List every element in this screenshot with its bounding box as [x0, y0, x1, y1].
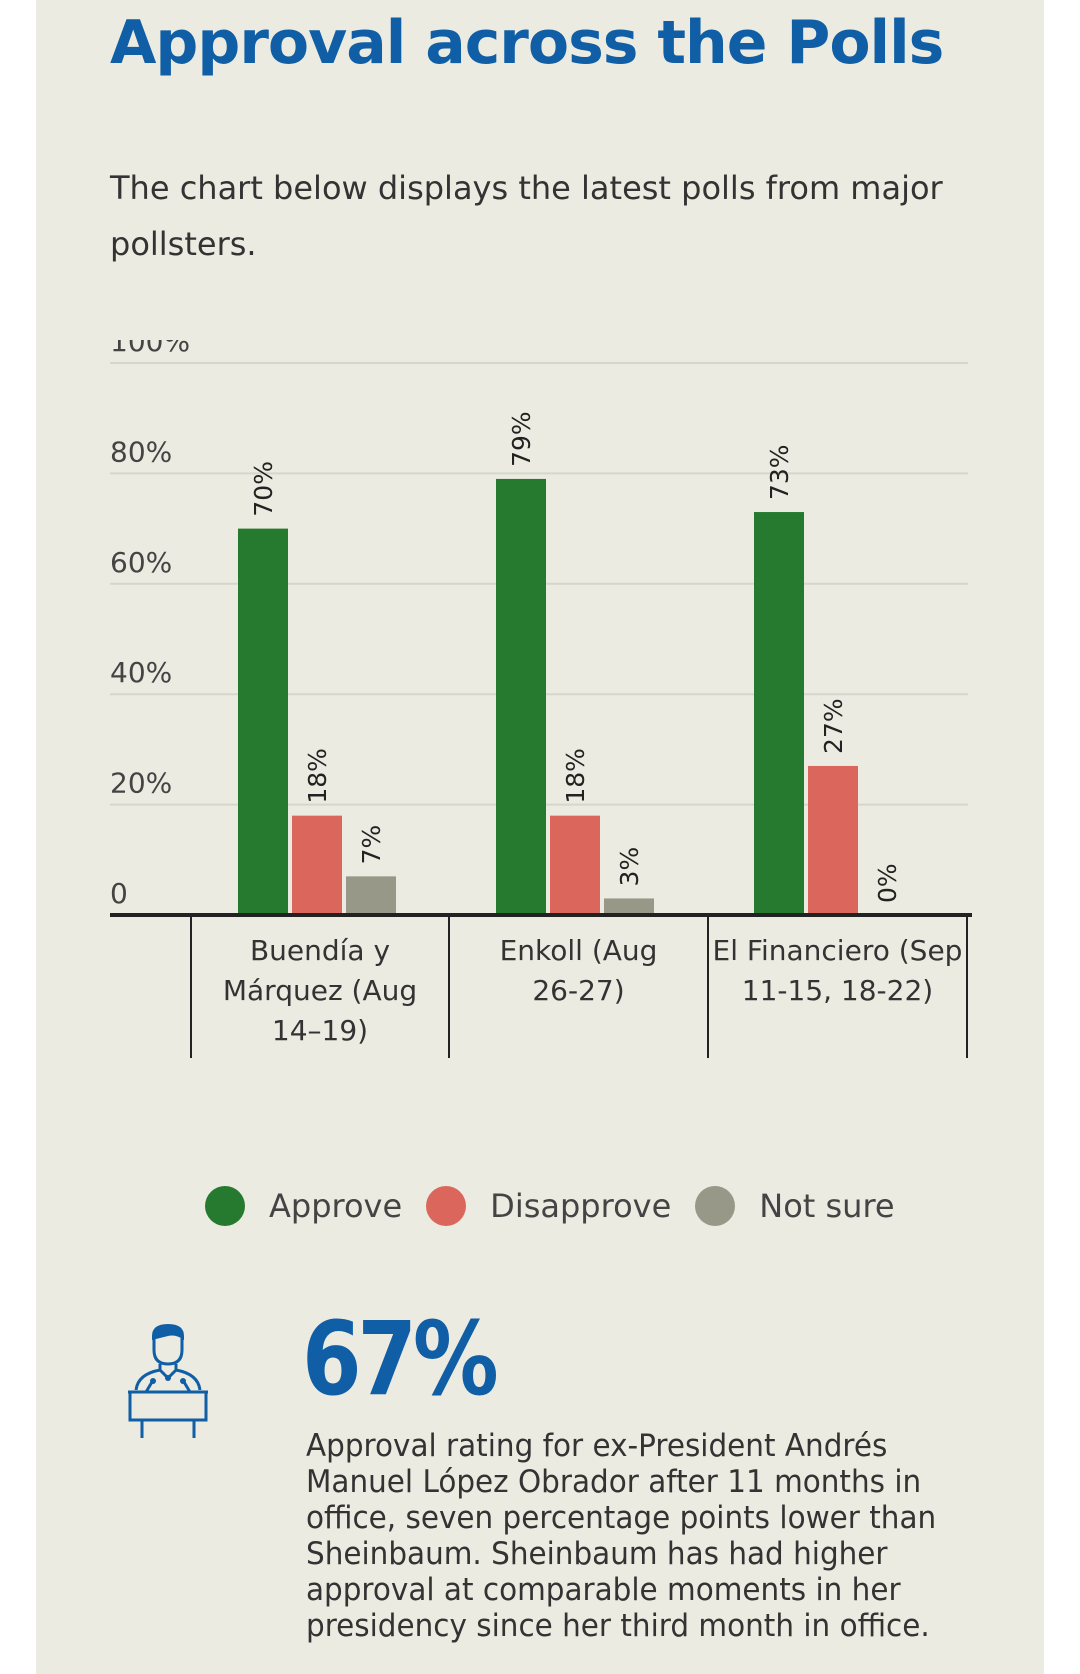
bar-value-label: 70% — [249, 461, 278, 517]
bar — [496, 478, 546, 915]
x-tick-label-line: 11-15, 18-22) — [742, 974, 933, 1007]
bar — [346, 876, 396, 915]
bar-value-label: 18% — [303, 748, 332, 804]
bar — [550, 815, 600, 915]
stat-line: approval at comparable moments in her — [306, 1572, 901, 1608]
stat-line: office, seven percentage points lower th… — [306, 1500, 937, 1536]
legend-swatch-disapprove — [426, 1186, 467, 1226]
y-tick-label: 40% — [110, 656, 172, 689]
x-tick-label-line: Buendía y — [250, 934, 390, 967]
stat-line: presidency since her third month in offi… — [306, 1608, 930, 1644]
speaker-at-podium-icon — [128, 1324, 208, 1438]
bar — [604, 898, 654, 915]
stat-description: Approval rating for ex-President Andrés … — [306, 1428, 990, 1644]
bar-value-label: 73% — [765, 444, 794, 500]
page-title: Approval across the Polls — [110, 8, 944, 78]
x-tick-label: El Financiero (Sep 11-15, 18-22) — [713, 934, 963, 1007]
bar-value-label: 27% — [819, 698, 848, 754]
x-tick-label-line: 14–19) — [272, 1014, 368, 1047]
stat-line: Approval rating for ex-President Andrés — [306, 1428, 888, 1464]
x-tick-label-line: Márquez (Aug — [223, 974, 417, 1007]
x-tick-label-line: Enkoll (Aug — [500, 934, 658, 967]
x-tick-label-line: El Financiero (Sep — [713, 934, 963, 967]
legend-label-disapprove: Disapprove — [490, 1187, 672, 1225]
legend-item-disapprove: Disapprove — [426, 1186, 671, 1226]
bar-value-label: 7% — [357, 825, 386, 865]
bar — [292, 815, 342, 915]
legend-label-not-sure: Not sure — [759, 1187, 895, 1225]
approval-bar-chart: 0 20% 40% 60% 80% 100% 70% 18% 7% 79% 18% 3% 73% 27%… — [110, 340, 972, 1058]
x-tick-label-line: 26-27) — [532, 974, 624, 1007]
y-tick-label: 80% — [110, 435, 172, 468]
chart-legend: Approve Disapprove Not sure — [205, 1186, 919, 1226]
legend-item-approve: Approve — [205, 1186, 402, 1226]
stat-line: Manuel López Obrador after 11 months in — [306, 1464, 922, 1500]
bar — [808, 765, 858, 915]
bar-value-label: 18% — [561, 748, 590, 804]
legend-swatch-approve — [205, 1186, 245, 1226]
bar — [754, 512, 804, 915]
y-tick-label: 20% — [110, 767, 172, 800]
y-tick-label: 100% — [110, 340, 190, 358]
legend-swatch-not-sure — [695, 1186, 736, 1226]
bar — [238, 528, 288, 915]
bar-value-label: 3% — [615, 847, 644, 887]
legend-label-approve: Approve — [269, 1187, 403, 1225]
x-tick-label: Enkoll (Aug 26-27) — [500, 934, 658, 1007]
y-tick-label: 0 — [110, 877, 128, 910]
page-subtitle: The chart below displays the latest poll… — [110, 169, 943, 263]
bar-value-label: 79% — [507, 411, 536, 467]
y-tick-label: 60% — [110, 546, 172, 579]
stat-line: Sheinbaum. Sheinbaum has had higher — [306, 1536, 888, 1572]
legend-item-not-sure: Not sure — [695, 1186, 895, 1226]
x-tick-label: Buendía y Márquez (Aug 14–19) — [223, 934, 417, 1047]
stat-value: 67% — [302, 1300, 499, 1419]
bar-value-label: 0% — [873, 863, 902, 903]
